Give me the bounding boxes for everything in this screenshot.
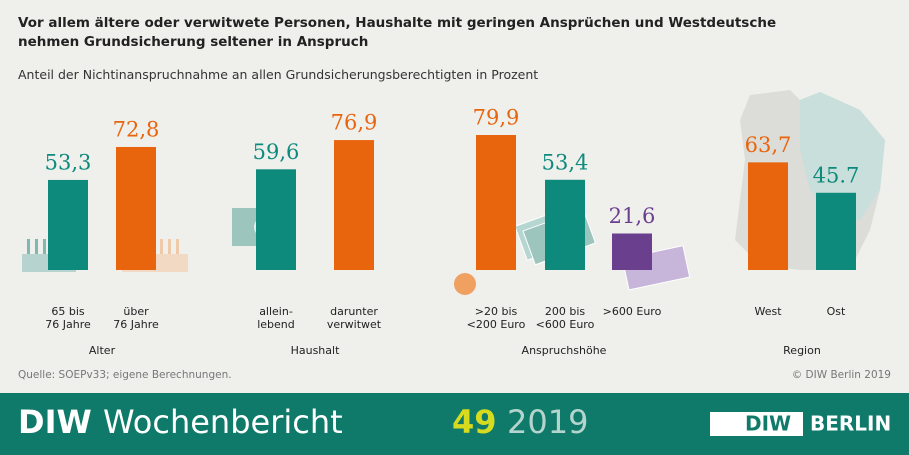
bar (48, 179, 88, 270)
logo-right: BERLIN (810, 412, 891, 436)
x-tick-label: <600 Euro (536, 318, 595, 331)
chart-title: Vor allem ältere oder verwitwete Persone… (18, 15, 777, 50)
year: 2019 (507, 403, 588, 441)
x-tick-label: 76 Jahre (45, 318, 91, 331)
group-label: Haushalt (291, 344, 340, 357)
value-label: 79,9 (473, 106, 520, 130)
x-tick-label: verwitwet (327, 318, 382, 331)
group-label: Alter (89, 344, 116, 357)
value-label: 76,9 (331, 111, 378, 135)
brand: DIW (18, 403, 92, 441)
issue: 49 (452, 403, 497, 441)
x-tick-label: 65 bis (51, 305, 85, 318)
x-tick-label: 76 Jahre (113, 318, 159, 331)
x-tick-label: <200 Euro (467, 318, 526, 331)
value-label: 45.7 (813, 163, 860, 187)
bar (612, 233, 652, 270)
value-label: 53,3 (45, 150, 92, 174)
bar (476, 135, 516, 270)
coin-icon (454, 273, 476, 295)
value-label: 72,8 (113, 117, 160, 141)
value-label: 21,6 (609, 204, 656, 228)
group-label: Region (783, 344, 821, 357)
bar (545, 179, 585, 270)
copyright: © DIW Berlin 2019 (791, 369, 891, 381)
x-tick-label: darunter (330, 305, 378, 318)
x-tick-label: über (123, 305, 149, 318)
source: Quelle: SOEPv33; eigene Berechnungen. (18, 369, 232, 381)
x-tick-label: >20 bis (475, 305, 518, 318)
bar (748, 162, 788, 270)
x-tick-label: >600 Euro (603, 305, 662, 318)
chart-subtitle: Anteil der Nichtinanspruchnahme an allen… (18, 67, 539, 82)
map-east (800, 92, 885, 220)
group-label: Anspruchshöhe (522, 344, 607, 357)
bar (256, 169, 296, 270)
x-tick-label: Ost (827, 305, 846, 318)
publication: Wochenbericht (103, 403, 343, 441)
value-label: 53,4 (542, 150, 589, 174)
bar (116, 146, 156, 270)
value-label: 59,6 (253, 140, 300, 164)
bar (816, 192, 856, 270)
x-tick-label: West (754, 305, 782, 318)
value-label: 63,7 (745, 133, 792, 157)
x-tick-label: 200 bis (545, 305, 586, 318)
bar (334, 140, 374, 270)
logo-box (718, 412, 803, 436)
x-tick-label: allein- (259, 305, 293, 318)
x-tick-label: lebend (257, 318, 295, 331)
logo-left: DIW (745, 412, 791, 436)
